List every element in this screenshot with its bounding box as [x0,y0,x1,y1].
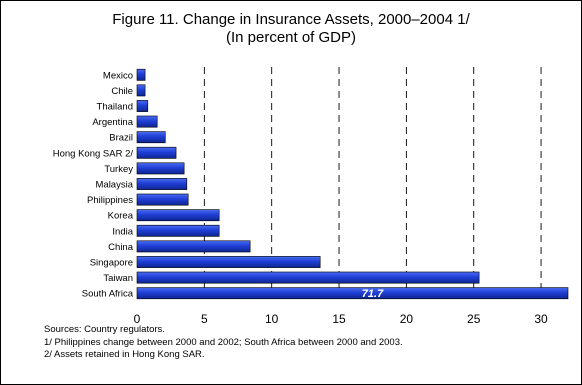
category-label-malaysia: Malaysia [96,180,134,191]
category-label-brazil: Brazil [109,133,133,144]
note-2: 2/ Assets retained in Hong Kong SAR. [44,349,205,360]
x-tick-5: 5 [201,312,208,326]
category-label-india: India [112,226,133,237]
category-label-hong-kong-sar-2: Hong Kong SAR 2/ [53,148,134,159]
bar-mexico [136,68,146,81]
data-label-south-africa: 71.7 [362,288,384,300]
bar-turkey [136,162,185,175]
bar-korea [136,209,220,222]
bar-brazil [136,131,166,144]
bar-china [136,240,251,253]
bar-malaysia [136,178,188,190]
x-tick-10: 10 [265,312,279,326]
category-label-argentina: Argentina [92,117,133,128]
category-label-chile: Chile [111,86,133,97]
gridlines [203,67,542,293]
chart-notes: Sources: Country regulators. 1/ Philippi… [44,324,403,362]
category-label-turkey: Turkey [104,164,133,175]
bar-singapore [136,256,321,268]
category-label-singapore: Singapore [90,258,133,269]
category-labels: Mexico Chile Thailand Argentina Brazil Hong K… [53,70,134,299]
data-labels: 71.7 [362,288,384,300]
bar-philippines [136,193,189,206]
bar-argentina [136,115,158,128]
x-tick-15: 15 [332,312,346,326]
note-1: 1/ Philippines change between 2000 and 2… [44,336,403,348]
chart-title: Figure 11. Change in Insurance Assets, 2… [112,11,470,28]
category-label-china: China [108,242,134,253]
chart-subtitle: (In percent of GDP) [225,29,357,46]
x-tick-20: 20 [400,312,414,326]
note-sources: Sources: Country regulators. [44,324,165,335]
category-label-thailand: Thailand [97,102,133,113]
bar-hong-kong-sar-2 [136,146,177,159]
bar-taiwan [136,271,480,284]
x-tick-25: 25 [467,312,481,326]
bar-india [136,224,220,237]
bar-chile [136,84,146,97]
category-label-philippines: Philippines [87,195,133,206]
x-tick-30: 30 [534,312,548,326]
category-label-south-africa: South Africa [82,289,134,300]
bar-south-africa [136,287,569,300]
bars [136,68,569,300]
category-label-mexico: Mexico [103,70,133,81]
x-tick-0: 0 [134,312,141,326]
bar-thailand [136,100,149,112]
x-tick-labels: 0 5 10 15 20 25 30 [134,312,548,326]
category-label-korea: Korea [108,211,134,222]
category-label-taiwan: Taiwan [103,273,133,284]
